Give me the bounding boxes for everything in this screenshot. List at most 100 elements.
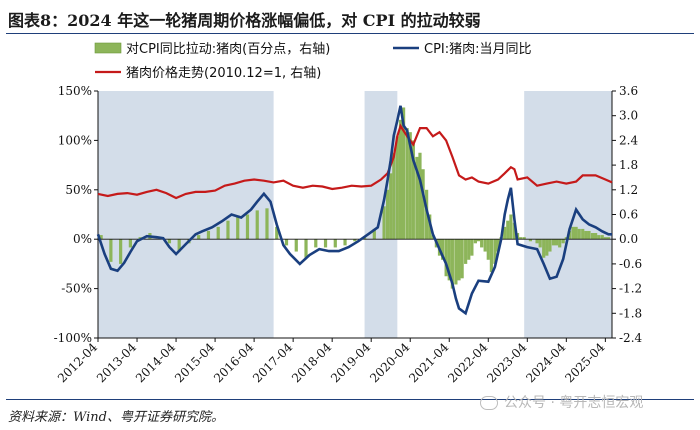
left-tick-label-4: 100% (58, 133, 92, 147)
cpi-line (96, 105, 612, 316)
bar-39 (415, 156, 419, 240)
bar-60 (483, 239, 487, 252)
bar-8 (177, 239, 181, 252)
bar-55 (467, 239, 471, 260)
right-tick-label-2: -1.2 (619, 282, 642, 296)
bar-25 (343, 239, 347, 246)
left-tick-label-0: -100% (54, 331, 92, 345)
bar-64 (496, 239, 500, 252)
right-tick-label-0: -2.4 (619, 331, 643, 345)
title-divider (6, 33, 694, 34)
chart-title: 图表8：2024 年这一轮猪周期价格涨幅偏低，对 CPI 的拉动较弱 (8, 11, 481, 30)
bar-82 (561, 239, 565, 244)
legend-bar-label: 对CPI同比拉动:猪肉(百分点，右轴) (126, 42, 330, 57)
bar-17 (265, 208, 269, 240)
right-tick-label-4: 0.0 (619, 232, 638, 246)
bar-35 (401, 107, 406, 240)
bar-71 (519, 237, 523, 240)
x-tick-label-0: 2012-04 (55, 340, 100, 385)
bar-61 (486, 239, 490, 260)
bar-52 (457, 239, 461, 281)
right-tick-label-7: 1.8 (619, 158, 638, 172)
bar-85 (571, 226, 575, 240)
bar-87 (577, 228, 581, 240)
x-tick-label-1: 2013-04 (94, 340, 139, 385)
left-tick-label-2: 0% (73, 232, 92, 246)
bar-67 (506, 220, 510, 240)
left-tick-label-5: 150% (58, 84, 92, 98)
bar-26 (353, 239, 357, 242)
bar-93 (597, 235, 601, 240)
bar-41 (421, 169, 425, 240)
price-line (97, 123, 613, 200)
bar-2 (119, 239, 123, 264)
bar-72 (522, 237, 526, 240)
bar-38 (411, 140, 415, 240)
bar-29 (382, 206, 386, 240)
bar-92 (594, 233, 598, 240)
bar-49 (447, 239, 451, 281)
bar-91 (590, 233, 595, 240)
bar-79 (551, 239, 556, 246)
bar-22 (314, 239, 318, 248)
x-tick-label-13: 2025-04 (562, 340, 607, 385)
pork-cpi-chart: -100% -50% 0% 50% 100% 150% -2.4 -1.8 -1.2 -0.6 0.… (54, 42, 643, 385)
right-tick-label-8: 2.4 (619, 133, 638, 147)
x-tick-label-11: 2023-04 (484, 340, 529, 385)
shaded-periods (98, 91, 612, 338)
x-tick-label-7: 2019-04 (328, 340, 373, 385)
legend-cpi-label: CPI:猪肉:当月同比 (424, 42, 532, 57)
bar-81 (558, 239, 562, 248)
legend-price-label: 猪肉价格走势(2010.12=1, 右轴) (126, 65, 321, 81)
right-tick-label-6: 1.2 (619, 183, 638, 197)
bar-58 (476, 239, 481, 242)
x-tick-label-5: 2017-04 (250, 340, 295, 385)
bar-56 (470, 239, 474, 256)
bar-16 (255, 210, 259, 240)
bar-73 (528, 239, 533, 242)
shaded-period-2 (524, 91, 612, 338)
watermark: 公众号 · 粤开志恒宏观 (480, 392, 643, 412)
left-tick-label-3: 50% (65, 183, 92, 197)
right-tick-label-5: 0.6 (619, 208, 638, 222)
bar-23 (323, 239, 328, 248)
legend: 对CPI同比拉动:猪肉(百分点，右轴) CPI:猪肉:当月同比 猪肉价格走势(2… (94, 42, 532, 81)
x-tick-label-6: 2018-04 (289, 340, 334, 385)
bar-51 (454, 239, 458, 285)
bar-63 (493, 239, 497, 264)
bar-57 (473, 239, 478, 244)
bar-36 (405, 128, 409, 240)
bar-3 (128, 239, 132, 248)
right-tick-label-3: -0.6 (619, 257, 642, 271)
bar-75 (538, 239, 542, 248)
bar-15 (245, 214, 250, 240)
bar-78 (548, 239, 552, 252)
bar-37 (408, 132, 412, 240)
bar-32 (392, 152, 396, 240)
bar-11 (206, 230, 211, 240)
bar-33 (395, 136, 399, 240)
bar-47 (441, 239, 445, 260)
bar-62 (489, 239, 494, 273)
bar-76 (542, 239, 546, 258)
bar-94 (600, 235, 604, 240)
x-tick-label-9: 2021-04 (406, 340, 451, 385)
bar-53 (460, 239, 464, 279)
bar-0 (99, 235, 103, 240)
bar-54 (464, 239, 468, 264)
bar-1 (109, 239, 113, 262)
bar-10 (197, 235, 201, 240)
bar-88 (581, 228, 585, 240)
bar-59 (480, 239, 484, 248)
bar-34 (398, 119, 403, 240)
bar-80 (554, 239, 559, 246)
bar-13 (226, 220, 230, 240)
bar-69 (512, 222, 517, 240)
bar-12 (216, 226, 220, 240)
bar-48 (444, 239, 448, 277)
bar-77 (545, 239, 549, 256)
bar-40 (418, 152, 422, 240)
x-tick-label-8: 2020-04 (367, 340, 412, 385)
bar-21 (304, 239, 308, 258)
wechat-icon (480, 396, 498, 410)
